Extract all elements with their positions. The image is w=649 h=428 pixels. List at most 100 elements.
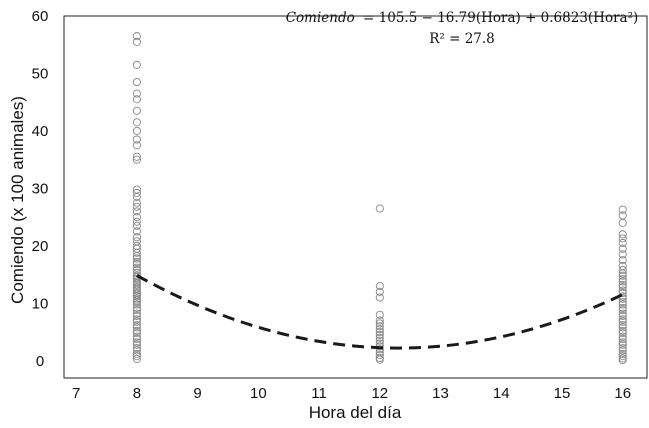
data-point bbox=[375, 333, 384, 342]
data-point bbox=[132, 346, 141, 355]
equation-text: Comiendo = 105.5 − 16.79(Hora) + 0.6823(… bbox=[286, 10, 639, 26]
x-tick-label: 9 bbox=[193, 385, 201, 402]
data-point bbox=[132, 221, 141, 230]
data-point bbox=[132, 188, 141, 198]
x-tick-label: 14 bbox=[493, 385, 510, 402]
data-point bbox=[375, 204, 384, 213]
data-point bbox=[618, 309, 627, 318]
data-point bbox=[132, 334, 141, 343]
data-point bbox=[132, 311, 141, 320]
data-point bbox=[132, 192, 141, 202]
data-point bbox=[132, 227, 141, 236]
data-point bbox=[132, 207, 141, 216]
data-point bbox=[132, 37, 141, 46]
data-point bbox=[132, 60, 141, 69]
quadratic-fit-line bbox=[136, 274, 624, 350]
data-point bbox=[618, 218, 627, 227]
data-point bbox=[132, 89, 141, 98]
data-point bbox=[618, 311, 627, 320]
y-tick-label: 50 bbox=[32, 65, 49, 82]
data-point bbox=[132, 252, 141, 261]
data-point bbox=[618, 306, 627, 315]
data-point bbox=[618, 326, 627, 335]
data-point bbox=[132, 349, 141, 358]
x-tick-label: 10 bbox=[250, 385, 267, 402]
x-tick-label: 8 bbox=[133, 385, 141, 402]
data-point bbox=[132, 323, 141, 332]
y-tick-label: 20 bbox=[32, 238, 49, 255]
data-point bbox=[375, 336, 384, 345]
data-point bbox=[618, 275, 627, 284]
data-point bbox=[132, 296, 141, 305]
data-point bbox=[618, 317, 627, 326]
data-point bbox=[132, 300, 141, 309]
data-point bbox=[132, 202, 141, 211]
y-tick-label: 60 bbox=[32, 8, 49, 25]
data-point bbox=[618, 334, 627, 343]
data-point bbox=[132, 95, 141, 104]
data-point bbox=[132, 217, 141, 226]
data-point bbox=[618, 230, 627, 239]
y-tick-label: 0 bbox=[36, 353, 44, 370]
data-point bbox=[618, 271, 627, 280]
data-point bbox=[132, 263, 141, 272]
data-point bbox=[132, 78, 141, 87]
data-point bbox=[132, 279, 141, 288]
data-point bbox=[618, 346, 627, 355]
data-point bbox=[132, 344, 141, 353]
x-tick-label: 15 bbox=[554, 385, 571, 402]
data-point bbox=[618, 321, 627, 330]
data-point bbox=[618, 205, 627, 214]
data-point bbox=[132, 233, 141, 242]
data-point bbox=[375, 316, 384, 325]
data-point bbox=[132, 352, 141, 361]
data-point bbox=[618, 338, 627, 347]
data-point bbox=[375, 322, 384, 331]
data-point bbox=[132, 326, 141, 335]
equation-lhs: Comiendo bbox=[286, 10, 355, 26]
data-point bbox=[618, 300, 627, 309]
data-point bbox=[132, 284, 141, 293]
data-point bbox=[618, 294, 627, 303]
data-point bbox=[618, 234, 627, 243]
data-point bbox=[618, 303, 627, 312]
data-point bbox=[375, 345, 384, 354]
data-point bbox=[132, 321, 141, 330]
r-squared-text: R² = 27.8 bbox=[429, 31, 495, 47]
data-point bbox=[375, 327, 384, 337]
data-point bbox=[618, 286, 627, 295]
data-point bbox=[618, 332, 627, 341]
data-point bbox=[132, 118, 141, 127]
x-tick-label: 13 bbox=[432, 385, 449, 402]
y-tick-label: 40 bbox=[32, 123, 49, 140]
data-point bbox=[618, 244, 627, 253]
data-point bbox=[132, 306, 141, 315]
x-tick-label: 11 bbox=[311, 385, 327, 402]
data-point bbox=[132, 141, 141, 150]
data-point bbox=[375, 355, 384, 364]
data-point bbox=[375, 330, 384, 339]
data-point bbox=[132, 260, 141, 269]
data-point bbox=[375, 319, 384, 328]
x-axis-title: Hora del día bbox=[309, 403, 402, 422]
data-point bbox=[132, 332, 141, 341]
x-tick-label: 12 bbox=[371, 385, 388, 402]
data-point bbox=[618, 277, 627, 286]
y-axis-title: Comiendo (x 100 animales) bbox=[8, 96, 27, 304]
data-point bbox=[132, 155, 141, 164]
data-point bbox=[618, 298, 627, 307]
data-point bbox=[132, 152, 141, 161]
data-point bbox=[132, 354, 141, 364]
data-point bbox=[132, 317, 141, 326]
data-point bbox=[132, 309, 141, 318]
data-point bbox=[618, 344, 627, 353]
y-tick-label: 30 bbox=[32, 180, 49, 197]
data-point bbox=[132, 248, 141, 257]
data-point bbox=[375, 310, 384, 319]
data-point bbox=[375, 287, 384, 296]
data-point bbox=[132, 135, 141, 144]
data-point bbox=[618, 283, 627, 292]
y-axis-ticks: 0 10 20 30 40 50 60 bbox=[32, 8, 49, 370]
data-point bbox=[375, 293, 384, 302]
